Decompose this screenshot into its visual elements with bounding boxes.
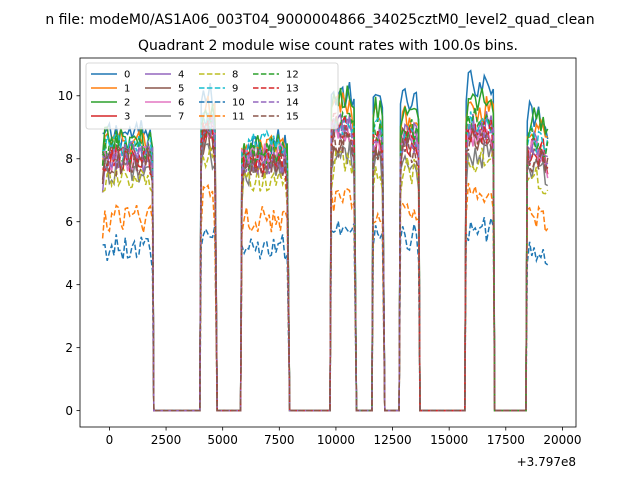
legend-label-13: 13 [286,84,299,95]
legend-label-4: 4 [178,70,184,81]
legend-label-8: 8 [232,70,238,81]
series-line-15 [101,123,549,412]
legend-label-10: 10 [232,98,245,109]
y-tick-label: 10 [58,89,73,103]
y-tick-label: 4 [65,278,73,292]
legend-label-11: 11 [232,112,245,123]
legend-label-1: 1 [124,84,130,95]
legend-frame [85,62,339,130]
legend-label-9: 9 [232,84,238,95]
x-tick-label: 15000 [430,433,468,447]
x-tick-label: 20000 [543,433,581,447]
legend-label-15: 15 [286,112,299,123]
series-line-8 [102,146,549,412]
legend-label-2: 2 [124,98,130,109]
x-tick-label: 17500 [487,433,525,447]
legend-label-5: 5 [178,84,184,95]
x-tick-label: 5000 [207,433,238,447]
y-tick-label: 2 [65,341,73,355]
x-tick-label: 12500 [373,433,411,447]
x-tick-label: 7500 [264,433,295,447]
x-tick-label: 10000 [317,433,355,447]
legend-label-14: 14 [286,98,299,109]
legend-label-3: 3 [124,112,130,123]
legend-label-6: 6 [178,98,184,109]
legend-label-7: 7 [178,112,184,123]
y-tick-label: 6 [65,215,73,229]
chart-title: Quadrant 2 module wise count rates with … [138,38,518,54]
axes-frame [79,57,577,428]
x-offset-label: +3.797e8 [517,455,576,469]
legend-label-12: 12 [286,70,299,81]
y-tick-label: 0 [65,404,73,418]
series-line-13 [102,112,549,412]
figure-suptitle: n file: modeM0/AS1A06_003T04_9000004866_… [45,12,594,28]
axes-layer: 0 2500 5000 7500 10000 12500 15000 17500 20000 0 2… [58,57,582,447]
series-layer [101,69,549,412]
legend-label-0: 0 [124,70,130,81]
x-tick-label: 2500 [151,433,182,447]
x-tick-label: 0 [106,433,114,447]
y-tick-label: 8 [65,152,73,166]
